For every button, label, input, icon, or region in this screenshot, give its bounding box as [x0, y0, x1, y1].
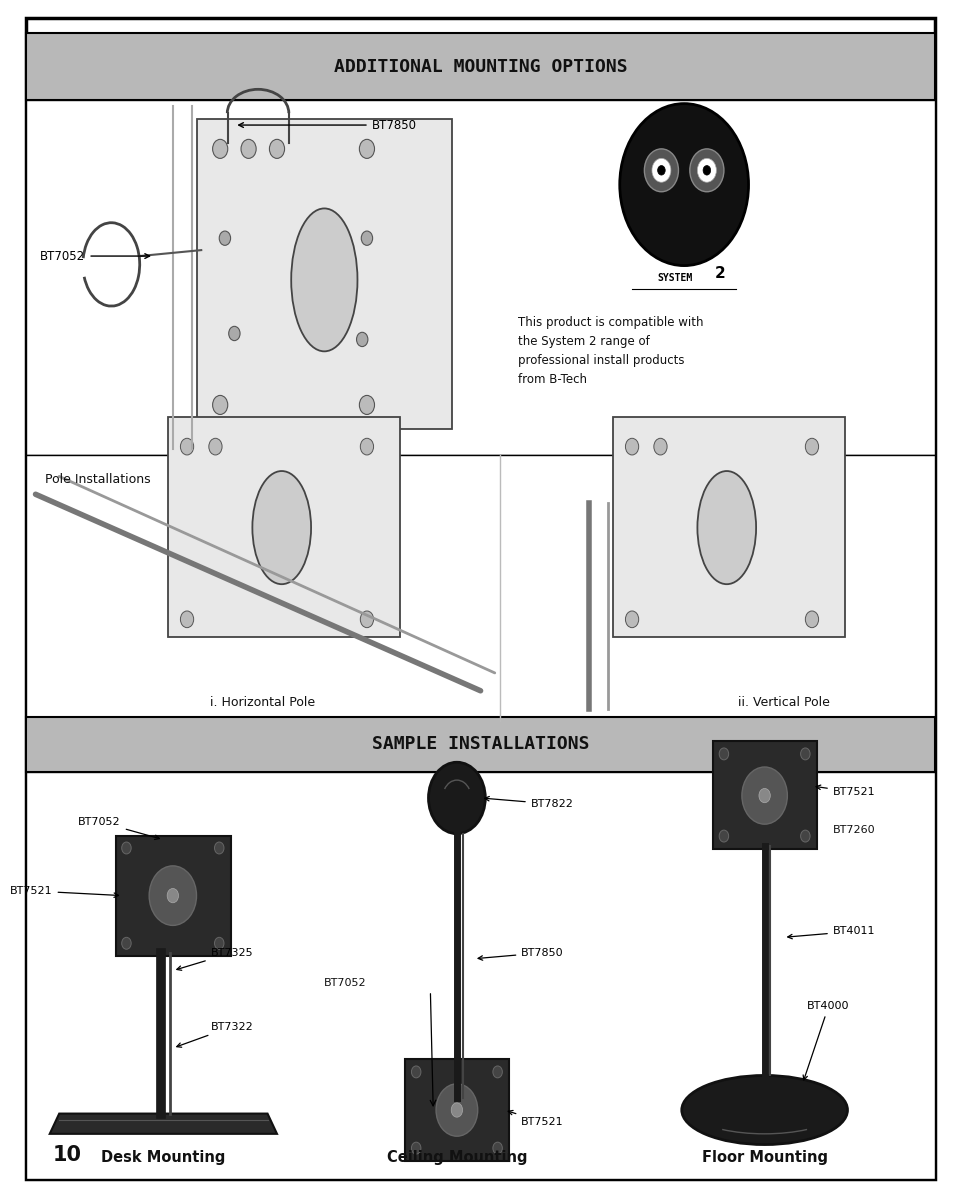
Text: BT7260: BT7260: [832, 825, 875, 835]
Circle shape: [359, 395, 375, 414]
Text: BT7325: BT7325: [176, 948, 253, 971]
Circle shape: [493, 1142, 502, 1154]
Circle shape: [356, 332, 368, 347]
Circle shape: [651, 158, 670, 182]
Text: BT7322: BT7322: [176, 1022, 253, 1047]
Circle shape: [411, 1142, 420, 1154]
Circle shape: [625, 611, 638, 628]
Circle shape: [653, 438, 666, 455]
Text: ADDITIONAL MOUNTING OPTIONS: ADDITIONAL MOUNTING OPTIONS: [334, 57, 627, 76]
Text: SYSTEM: SYSTEM: [657, 273, 692, 282]
Circle shape: [619, 104, 748, 266]
FancyBboxPatch shape: [26, 18, 934, 1179]
FancyBboxPatch shape: [26, 772, 934, 1179]
Text: Ceiling Mounting: Ceiling Mounting: [386, 1149, 527, 1165]
FancyBboxPatch shape: [404, 1059, 509, 1161]
Text: ii. Vertical Pole: ii. Vertical Pole: [737, 696, 828, 709]
Text: BT7521: BT7521: [815, 785, 875, 797]
FancyBboxPatch shape: [116, 836, 231, 956]
Circle shape: [625, 438, 638, 455]
Circle shape: [800, 830, 809, 842]
Ellipse shape: [253, 470, 311, 585]
Circle shape: [428, 762, 485, 834]
Text: BT7850: BT7850: [477, 948, 563, 960]
Ellipse shape: [697, 470, 756, 585]
Circle shape: [697, 158, 716, 182]
Text: BT7052: BT7052: [324, 978, 367, 987]
Circle shape: [361, 231, 373, 245]
Circle shape: [241, 139, 256, 158]
Text: 2: 2: [714, 267, 724, 281]
Circle shape: [122, 937, 132, 949]
Text: BT7850: BT7850: [238, 119, 416, 131]
Circle shape: [214, 842, 224, 854]
Ellipse shape: [681, 1075, 846, 1145]
Circle shape: [360, 611, 374, 628]
Circle shape: [804, 438, 818, 455]
Circle shape: [209, 438, 222, 455]
Circle shape: [741, 767, 786, 824]
Circle shape: [493, 1066, 502, 1078]
Circle shape: [804, 611, 818, 628]
Circle shape: [180, 611, 193, 628]
Circle shape: [219, 231, 231, 245]
Circle shape: [436, 1084, 477, 1136]
Text: This product is compatible with
the System 2 range of
professional install produ: This product is compatible with the Syst…: [517, 316, 703, 386]
Circle shape: [719, 830, 728, 842]
Circle shape: [759, 788, 769, 803]
Circle shape: [643, 149, 678, 192]
FancyBboxPatch shape: [196, 119, 452, 429]
Circle shape: [213, 139, 228, 158]
Circle shape: [122, 842, 132, 854]
Circle shape: [719, 748, 728, 760]
Text: BT7822: BT7822: [484, 797, 573, 809]
FancyBboxPatch shape: [26, 455, 934, 721]
Circle shape: [657, 166, 664, 175]
Text: BT4000: BT4000: [802, 1002, 849, 1080]
Text: SAMPLE INSTALLATIONS: SAMPLE INSTALLATIONS: [372, 735, 589, 754]
FancyBboxPatch shape: [712, 741, 816, 849]
FancyBboxPatch shape: [26, 100, 934, 455]
Text: Pole Installations: Pole Installations: [45, 473, 151, 486]
Circle shape: [229, 326, 240, 341]
Circle shape: [451, 1103, 462, 1117]
Circle shape: [702, 166, 710, 175]
Text: BT4011: BT4011: [787, 927, 875, 939]
Circle shape: [167, 888, 178, 903]
Circle shape: [800, 748, 809, 760]
Text: BT7052: BT7052: [40, 250, 150, 262]
Text: BT7521: BT7521: [10, 886, 118, 897]
Circle shape: [689, 149, 723, 192]
FancyBboxPatch shape: [613, 417, 844, 637]
Text: BT7052: BT7052: [78, 817, 159, 840]
Circle shape: [269, 139, 284, 158]
Circle shape: [214, 937, 224, 949]
Circle shape: [411, 1066, 420, 1078]
Text: i. Horizontal Pole: i. Horizontal Pole: [210, 696, 315, 709]
Circle shape: [180, 438, 193, 455]
Circle shape: [360, 438, 374, 455]
Circle shape: [149, 866, 196, 925]
Text: Desk Mounting: Desk Mounting: [101, 1149, 225, 1165]
FancyBboxPatch shape: [26, 717, 934, 772]
Circle shape: [359, 139, 375, 158]
Circle shape: [213, 395, 228, 414]
Text: 10: 10: [52, 1146, 82, 1165]
FancyBboxPatch shape: [26, 33, 934, 100]
FancyBboxPatch shape: [168, 417, 399, 637]
Text: Floor Mounting: Floor Mounting: [700, 1149, 827, 1165]
Polygon shape: [50, 1114, 276, 1134]
Ellipse shape: [291, 208, 357, 351]
Text: BT7521: BT7521: [508, 1110, 563, 1127]
